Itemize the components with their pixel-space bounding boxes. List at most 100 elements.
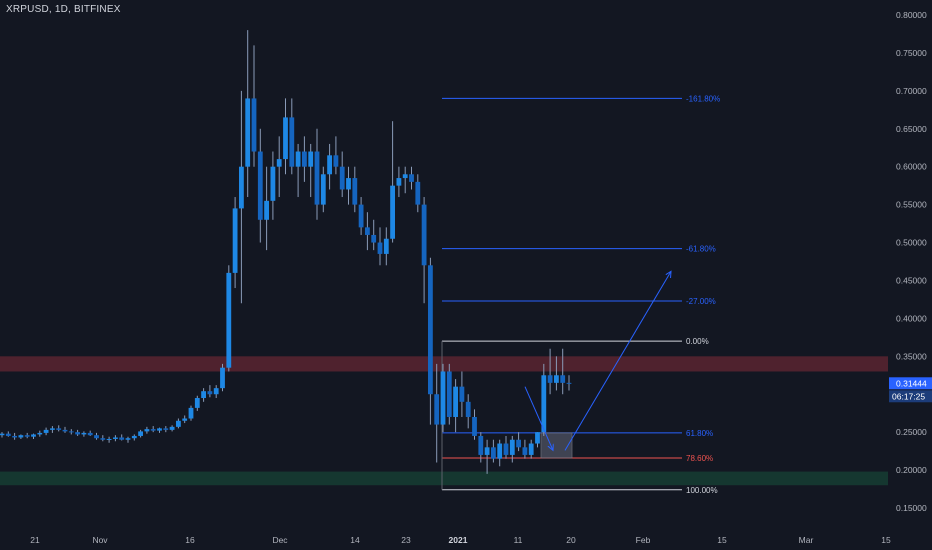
- candle-body: [402, 174, 408, 179]
- price-tick-label: 0.45000: [896, 275, 927, 285]
- candle-body: [75, 432, 80, 435]
- price-tick-label: 0.50000: [896, 238, 927, 248]
- candle-body: [125, 438, 131, 440]
- candle-body: [232, 208, 238, 273]
- candle-body: [503, 443, 509, 455]
- candle-body: [339, 166, 345, 190]
- candle-body: [182, 418, 188, 421]
- candle-body: [5, 433, 11, 436]
- candle-body: [377, 242, 383, 254]
- candle-body: [100, 438, 106, 440]
- candle-body: [320, 174, 326, 205]
- price-tick-label: 0.65000: [896, 124, 927, 134]
- candle-body: [295, 151, 301, 167]
- time-tick-label: Feb: [636, 535, 651, 545]
- candle-body: [421, 204, 427, 266]
- candle-body: [56, 428, 62, 430]
- fib-level-label: 100.00%: [686, 486, 718, 495]
- down-arrow: [524, 386, 553, 451]
- fibonacci-retracement[interactable]: -161.80% -61.80% -27.00% 0.00% 61.80% 78.60% 1…: [441, 94, 720, 495]
- candle-body: [314, 151, 320, 205]
- candle-body: [31, 434, 36, 437]
- candle-body: [276, 159, 282, 167]
- fib-level-label: 78.60%: [686, 454, 713, 463]
- candle-body: [396, 178, 402, 186]
- time-tick-label: Mar: [799, 535, 814, 545]
- time-tick-label: Nov: [92, 535, 108, 545]
- fib-level-label: -61.80%: [686, 245, 716, 254]
- time-tick-label: 2021: [449, 535, 468, 545]
- candle-body: [453, 386, 458, 417]
- price-tick-label: 0.25000: [896, 427, 927, 437]
- candle-body: [383, 238, 389, 254]
- time-axis[interactable]: 21 Nov 16 Dec 14 23 2021 11 20 Feb 15 Mar 15: [30, 535, 891, 545]
- support-zone: [0, 471, 888, 486]
- fib-level-label: 61.80%: [686, 429, 713, 438]
- candle-body: [283, 117, 288, 160]
- candle-body: [446, 371, 452, 417]
- candle-body: [138, 431, 143, 436]
- candle-body: [201, 391, 206, 399]
- candle-body: [257, 151, 263, 220]
- countdown-label: 06:17:25: [892, 391, 925, 401]
- time-tick-label: 16: [185, 535, 195, 545]
- candle-body: [131, 435, 137, 439]
- candle-body: [239, 166, 244, 209]
- candle-body: [163, 428, 169, 430]
- candle-body: [541, 375, 547, 433]
- price-tick-label: 0.75000: [896, 48, 927, 58]
- countdown-badge: [889, 390, 932, 403]
- price-axis[interactable]: 0.80000 0.75000 0.70000 0.65000 0.60000 0.550…: [889, 10, 932, 513]
- price-tick-label: 0.55000: [896, 200, 927, 210]
- candle-body: [327, 155, 332, 175]
- price-tick-label: 0.60000: [896, 162, 927, 172]
- candle-body: [194, 398, 200, 408]
- candle-body: [535, 432, 540, 444]
- resistance-zone: [0, 356, 888, 372]
- candle-body: [365, 227, 370, 235]
- candle-body: [478, 435, 484, 455]
- candle-body: [409, 174, 414, 182]
- candle-body: [547, 375, 553, 383]
- candle-body: [459, 386, 465, 402]
- time-tick-label: 15: [881, 535, 891, 545]
- candle-body: [62, 429, 68, 432]
- price-tick-label: 0.40000: [896, 313, 927, 323]
- candle-body: [415, 181, 421, 205]
- candle-body: [220, 367, 225, 389]
- candle-body: [43, 429, 49, 433]
- candle-body: [176, 420, 181, 427]
- candle-body: [0, 433, 5, 436]
- fib-level-label: 0.00%: [686, 337, 709, 346]
- candle-body: [289, 117, 295, 167]
- candle-body: [87, 432, 93, 436]
- target-box: [540, 432, 573, 459]
- candle-body: [94, 435, 99, 439]
- up-arrow: [564, 271, 671, 451]
- candle-body: [491, 447, 496, 459]
- candle-body: [308, 151, 314, 167]
- candle-body: [251, 98, 257, 152]
- price-tick-label: 0.15000: [896, 503, 927, 513]
- candle-body: [270, 166, 276, 201]
- symbol-title: XRPUSD, 1D, BITFINEX: [6, 4, 121, 15]
- time-tick-label: 23: [401, 535, 411, 545]
- candle-body: [522, 447, 528, 455]
- candle-body: [440, 371, 446, 425]
- candle-body: [566, 382, 572, 384]
- candle-body: [352, 178, 358, 205]
- price-tick-label: 0.80000: [896, 10, 927, 20]
- candle-body: [113, 437, 118, 439]
- projection-arrows[interactable]: [524, 271, 671, 451]
- time-tick-label: 21: [30, 535, 40, 545]
- candle-body: [554, 375, 559, 383]
- candle-body: [188, 407, 194, 419]
- candle-body: [428, 265, 433, 395]
- fib-level-label: -27.00%: [686, 297, 716, 306]
- candle-body: [81, 432, 87, 435]
- time-tick-label: 11: [514, 535, 523, 545]
- candle-body: [465, 401, 471, 417]
- price-tick-label: 0.35000: [896, 351, 927, 361]
- candle-body: [68, 431, 74, 433]
